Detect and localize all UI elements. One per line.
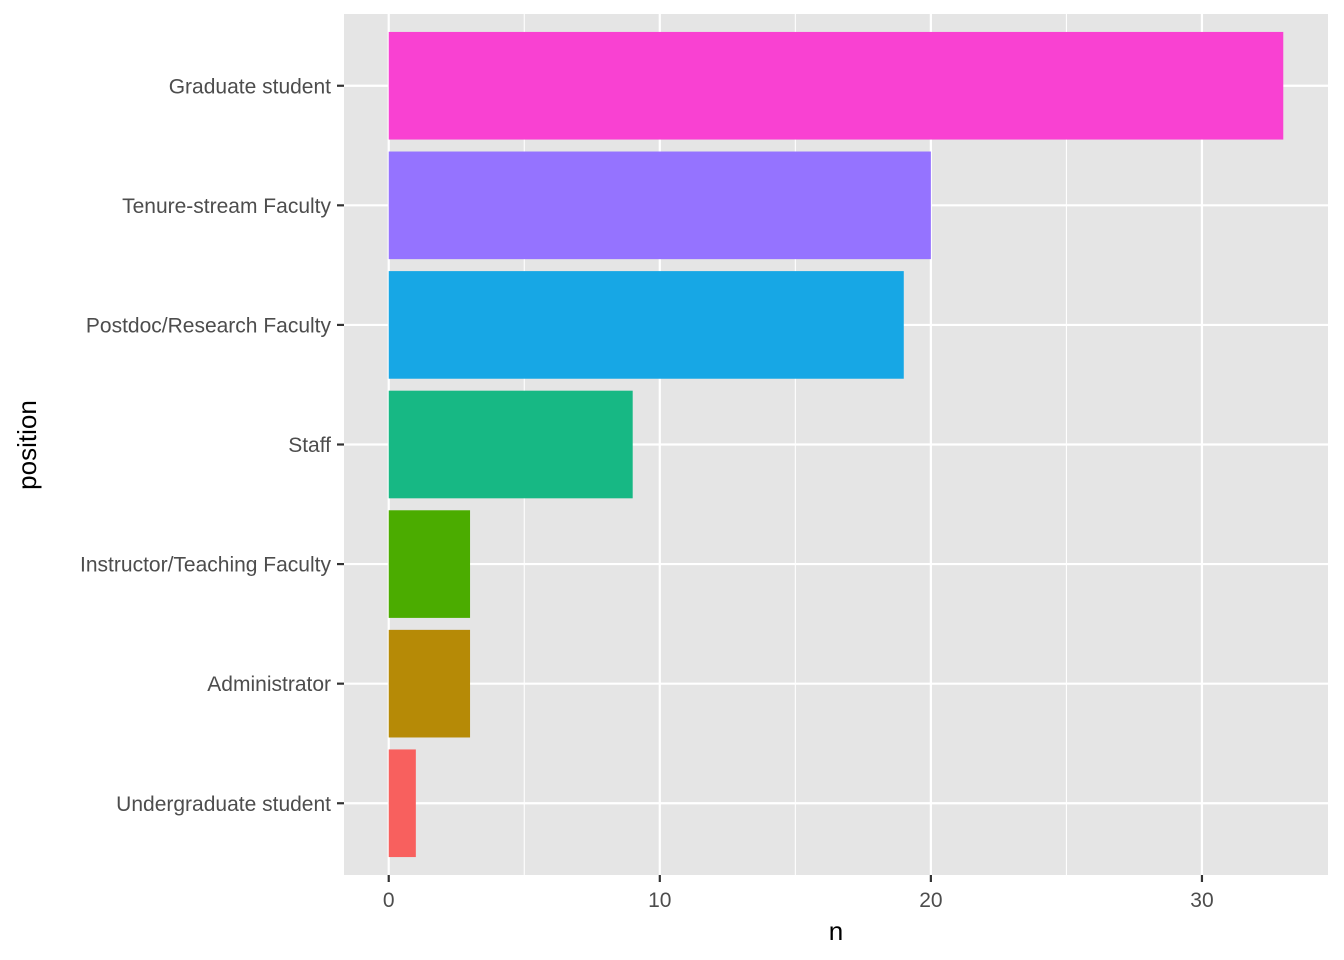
bar [388,151,931,260]
y-tick-label: Administrator [207,673,331,696]
x-axis: 0 10 20 30 [383,875,1214,912]
y-tick-label: Instructor/Teaching Faculty [80,554,331,577]
y-tick-label: Postdoc/Research Faculty [86,314,332,337]
bar [388,510,471,618]
bar [388,271,904,379]
y-axis: Undergraduate student Administrator Instru… [80,75,344,816]
y-tick-label: Graduate student [169,75,331,98]
x-tick-label: 20 [919,889,942,912]
y-tick-label: Undergraduate student [116,793,331,816]
bar [388,390,633,499]
y-axis-title: position [12,400,42,490]
bar [388,629,471,738]
bars [388,31,1284,858]
x-axis-title: n [829,916,843,946]
y-tick-label: Tenure-stream Faculty [122,195,331,218]
x-tick-label: 0 [383,889,395,912]
y-tick-label: Staff [288,434,331,457]
bar [388,31,1284,140]
bar [388,749,416,858]
x-tick-label: 30 [1190,889,1213,912]
x-tick-label: 10 [648,889,671,912]
